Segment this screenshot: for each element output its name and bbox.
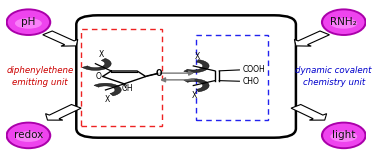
Polygon shape bbox=[291, 104, 327, 120]
Polygon shape bbox=[82, 58, 111, 70]
Text: O: O bbox=[155, 69, 162, 78]
Polygon shape bbox=[46, 104, 81, 120]
Text: chemistry unit: chemistry unit bbox=[302, 78, 365, 87]
Ellipse shape bbox=[330, 131, 357, 142]
Text: COOH: COOH bbox=[242, 65, 265, 74]
Ellipse shape bbox=[6, 8, 51, 36]
Ellipse shape bbox=[330, 18, 357, 29]
Text: X: X bbox=[99, 50, 104, 59]
Text: CHO: CHO bbox=[242, 77, 259, 86]
Polygon shape bbox=[184, 60, 209, 73]
Text: dynamic covalent: dynamic covalent bbox=[296, 66, 372, 75]
Polygon shape bbox=[94, 83, 121, 96]
Text: O: O bbox=[95, 72, 101, 81]
Text: emitting unit: emitting unit bbox=[12, 78, 68, 87]
Polygon shape bbox=[184, 79, 209, 92]
Ellipse shape bbox=[321, 122, 367, 149]
Text: X: X bbox=[104, 95, 110, 104]
Ellipse shape bbox=[15, 131, 42, 142]
Ellipse shape bbox=[8, 10, 49, 34]
Text: X: X bbox=[192, 91, 197, 100]
Text: RNH₂: RNH₂ bbox=[330, 17, 357, 27]
Polygon shape bbox=[43, 31, 78, 46]
Text: redox: redox bbox=[14, 130, 43, 140]
Text: pH: pH bbox=[21, 17, 36, 27]
FancyBboxPatch shape bbox=[76, 15, 296, 138]
Ellipse shape bbox=[323, 10, 364, 34]
Text: OH: OH bbox=[121, 84, 133, 93]
Polygon shape bbox=[294, 31, 330, 46]
Ellipse shape bbox=[6, 122, 51, 149]
Ellipse shape bbox=[8, 124, 49, 147]
Text: X: X bbox=[195, 52, 200, 61]
Ellipse shape bbox=[15, 18, 42, 29]
Text: light: light bbox=[332, 130, 355, 140]
Text: diphenylethene: diphenylethene bbox=[6, 66, 74, 75]
Ellipse shape bbox=[323, 124, 364, 147]
Ellipse shape bbox=[321, 8, 367, 36]
